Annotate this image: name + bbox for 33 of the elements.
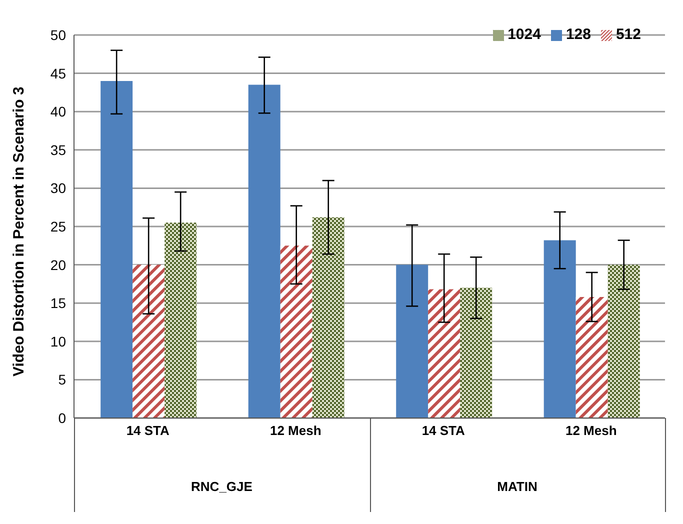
y-tick-label: 25 — [50, 218, 66, 234]
legend-label: 1024 — [508, 26, 541, 43]
bar — [100, 80, 133, 418]
x-tick-label: 12 Mesh — [565, 423, 617, 438]
y-tick-label: 5 — [58, 372, 66, 388]
bar — [428, 289, 460, 418]
bar — [608, 264, 640, 418]
x-tick-label: 12 Mesh — [270, 423, 322, 438]
bar — [132, 264, 165, 418]
text: RNC_GJE — [190, 478, 254, 496]
bar — [576, 296, 608, 418]
legend-label: 128 — [566, 26, 591, 43]
y-tick-label: 30 — [50, 180, 66, 196]
bar — [544, 240, 576, 418]
y-tick-label: 0 — [58, 410, 66, 426]
bar — [312, 217, 344, 418]
x-tick-label: 14 STA — [422, 423, 466, 438]
legend-label: 512 — [616, 26, 641, 43]
y-tick-label: 40 — [50, 104, 66, 120]
bar — [280, 246, 312, 418]
bar — [164, 222, 197, 418]
bar — [460, 288, 492, 418]
bar — [396, 264, 428, 418]
y-tick-label: 15 — [50, 295, 66, 312]
y-tick-label: 50 — [50, 26, 66, 43]
y-tick-label: 20 — [50, 256, 66, 273]
y-axis-title: Video Distortion in Percent in Scenario 3 — [10, 86, 28, 376]
bar — [248, 84, 280, 418]
text: MATIN — [496, 478, 538, 496]
x-tick-label: 14 STA — [126, 423, 170, 438]
y-tick-label: 35 — [50, 142, 66, 158]
y-tick-label: 10 — [50, 333, 66, 350]
y-tick-label: 45 — [50, 65, 66, 82]
